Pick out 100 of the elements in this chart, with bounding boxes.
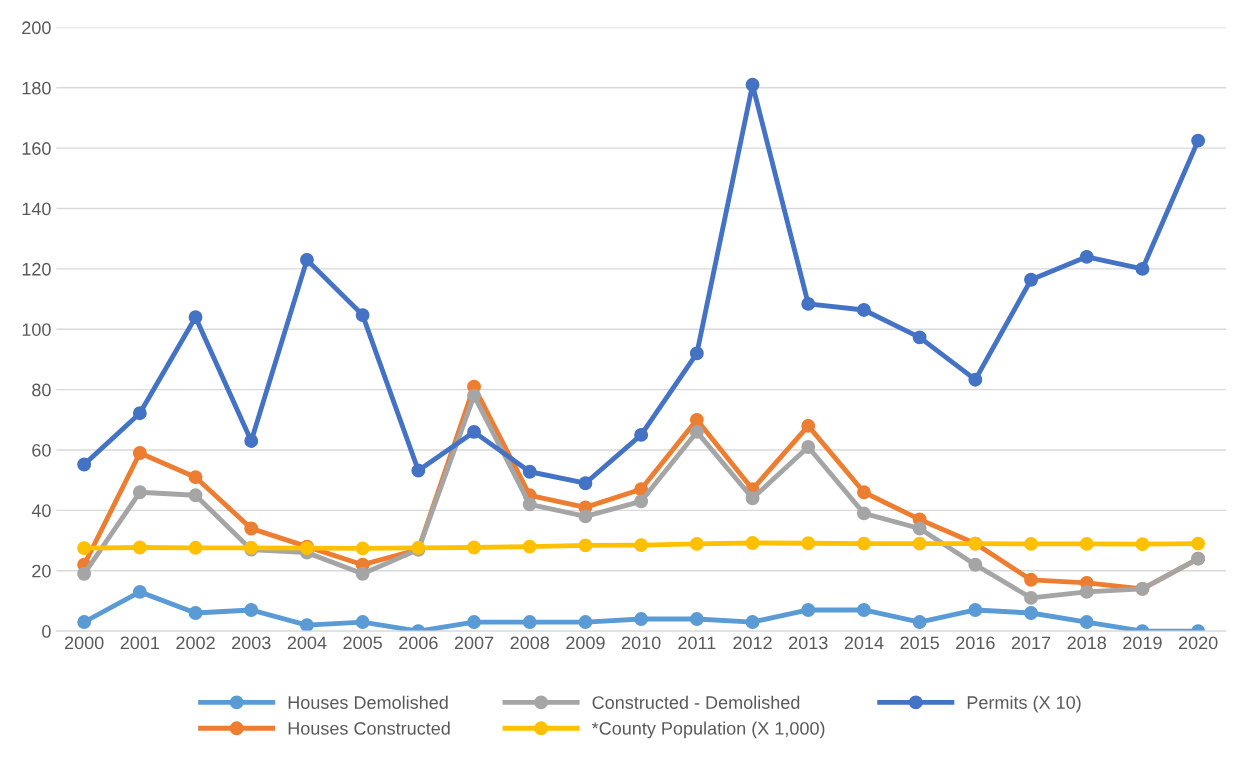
point	[1135, 537, 1150, 552]
point	[355, 566, 370, 581]
x-tick-label: 2018	[1067, 636, 1107, 650]
point	[1024, 572, 1038, 587]
point	[467, 424, 481, 439]
point	[634, 494, 649, 509]
x-tick-label: 2007	[454, 636, 494, 650]
point	[689, 612, 704, 626]
legend-label: Houses Constructed	[288, 721, 450, 735]
x-tick-label: 2000	[64, 636, 104, 650]
legend-label: Constructed - Demolished	[592, 695, 800, 709]
x-tick-label: 2013	[789, 636, 828, 650]
point	[355, 308, 370, 323]
point	[801, 296, 816, 311]
point	[1079, 584, 1094, 599]
y-tick-label: 160	[22, 142, 51, 155]
point	[856, 506, 871, 521]
y-tick-label: 140	[22, 202, 51, 216]
y-tick-label: 120	[22, 262, 51, 276]
y-tick-label: 0	[42, 625, 51, 638]
x-tick-label: 2009	[566, 636, 605, 650]
point	[634, 427, 649, 442]
point	[522, 615, 537, 630]
point	[132, 446, 147, 460]
point	[634, 538, 649, 553]
point	[1079, 249, 1094, 264]
y-tick-label: 200	[22, 21, 51, 35]
point	[1024, 590, 1038, 605]
point	[132, 584, 147, 599]
point	[522, 464, 537, 479]
point	[1191, 536, 1206, 551]
x-tick-label: 2020	[1178, 636, 1218, 650]
point	[968, 603, 983, 617]
point	[299, 252, 314, 267]
point	[801, 418, 816, 433]
point	[856, 485, 871, 500]
point	[77, 615, 92, 630]
x-tick-label: 2002	[176, 636, 215, 650]
x-tick-label: 2008	[510, 636, 550, 650]
point	[689, 424, 704, 439]
point	[745, 77, 760, 92]
point	[132, 540, 147, 555]
x-tick-label: 2011	[678, 636, 716, 650]
point	[856, 603, 871, 617]
y-tick-label: 80	[32, 383, 51, 397]
point	[801, 440, 816, 454]
point	[188, 488, 203, 503]
x-tick-label: 2019	[1123, 636, 1162, 650]
x-tick-label: 2016	[956, 636, 995, 650]
legend-label: *County Population (X 1,000)	[591, 721, 825, 739]
y-tick-label: 20	[32, 564, 51, 578]
point	[912, 330, 927, 345]
point	[745, 491, 760, 506]
point	[244, 603, 259, 617]
point	[912, 615, 927, 630]
y-tick-label: 40	[31, 504, 51, 518]
point	[578, 615, 593, 630]
x-tick-label: 2015	[900, 636, 939, 650]
x-tick-label: 2004	[287, 636, 327, 650]
point	[1079, 536, 1094, 551]
point	[745, 536, 760, 550]
x-tick-label: 2012	[733, 636, 772, 650]
point	[188, 310, 203, 325]
point	[355, 541, 370, 556]
point	[578, 476, 593, 491]
point	[299, 618, 314, 632]
point	[244, 434, 259, 448]
y-tick-label: 60	[32, 443, 51, 457]
point	[132, 485, 147, 500]
point	[1191, 133, 1206, 148]
point	[745, 615, 760, 630]
point	[188, 540, 203, 555]
point	[467, 540, 481, 555]
point	[968, 557, 983, 572]
point	[132, 406, 147, 421]
point	[522, 497, 537, 512]
point	[244, 521, 259, 536]
point	[1024, 606, 1038, 620]
x-tick-label: 2010	[621, 636, 661, 650]
legend-label: Houses Demolished	[288, 695, 448, 709]
point	[578, 509, 593, 524]
point	[912, 536, 927, 551]
point	[188, 606, 203, 620]
x-tick-label: 2014	[844, 636, 884, 650]
x-tick-label: 2001	[120, 636, 160, 650]
point	[689, 346, 704, 361]
x-tick-label: 2017	[1011, 636, 1051, 650]
point	[522, 539, 537, 554]
point	[1024, 272, 1038, 287]
y-tick-label: 180	[22, 81, 51, 95]
point	[1079, 615, 1094, 630]
point	[912, 521, 927, 536]
point	[856, 536, 871, 551]
point	[801, 536, 816, 551]
point	[968, 372, 983, 387]
point	[77, 566, 92, 581]
x-tick-label: 2003	[232, 636, 271, 650]
x-tick-label: 2005	[343, 636, 382, 650]
point	[856, 303, 871, 317]
point	[1135, 261, 1150, 276]
